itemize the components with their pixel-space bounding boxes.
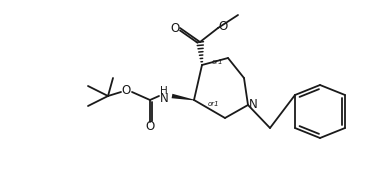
Polygon shape xyxy=(171,94,194,100)
Text: O: O xyxy=(121,83,131,96)
Text: N: N xyxy=(249,99,257,111)
Text: N: N xyxy=(159,92,168,105)
Text: O: O xyxy=(218,20,228,33)
Text: H: H xyxy=(160,86,168,96)
Text: O: O xyxy=(146,121,155,133)
Text: or1: or1 xyxy=(212,59,223,65)
Text: O: O xyxy=(170,21,180,35)
Text: or1: or1 xyxy=(208,101,220,107)
